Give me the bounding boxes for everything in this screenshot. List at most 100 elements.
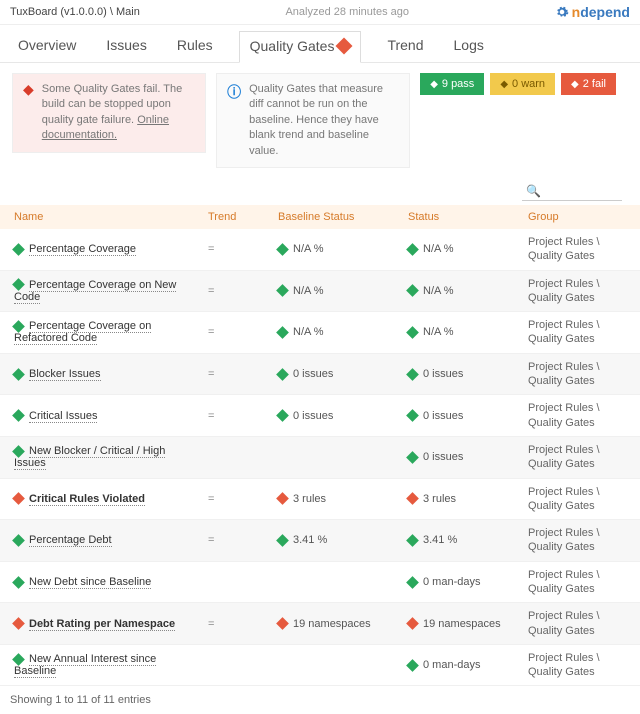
fail-banner: ◆ Some Quality Gates fail. The build can… [12,73,206,153]
gear-icon [555,5,569,19]
status-diamond-icon [276,285,289,298]
breadcrumb[interactable]: TuxBoard (v1.0.0.0) \ Main [10,6,140,18]
status-diamond-icon [406,451,419,464]
col-baseline[interactable]: Baseline Status [270,205,400,229]
status-diamond-icon [406,576,419,589]
gate-name-link[interactable]: Blocker Issues [29,368,101,381]
trend-cell [200,561,270,603]
status-diamond-icon [276,243,289,256]
group-cell[interactable]: Project Rules \ Quality Gates [520,436,640,478]
col-name[interactable]: Name [0,205,200,229]
status-diamond-icon [276,409,289,422]
baseline-cell [270,644,400,686]
trend-cell: = [200,312,270,354]
row-diamond-icon [12,409,25,422]
fail-badge-icon [336,38,353,55]
banner-row: ◆ Some Quality Gates fail. The build can… [0,63,640,178]
group-cell[interactable]: Project Rules \ Quality Gates [520,603,640,645]
row-diamond-icon [12,493,25,506]
search-row: 🔍 [0,178,640,205]
warn-diamond-icon: ◆ [500,79,508,90]
group-cell[interactable]: Project Rules \ Quality Gates [520,312,640,354]
baseline-cell [270,561,400,603]
gate-name-link[interactable]: Critical Rules Violated [29,493,145,506]
table-footer: Showing 1 to 11 of 11 entries [0,686,640,714]
trend-cell [200,436,270,478]
status-diamond-icon [406,534,419,547]
group-cell[interactable]: Project Rules \ Quality Gates [520,644,640,686]
chip-fail[interactable]: ◆ 2 fail [561,73,616,95]
tab-rules[interactable]: Rules [173,31,217,62]
table-row: Percentage Coverage on Refactored Code=N… [0,312,640,354]
logo-rest: depend [580,4,630,20]
table-row: Blocker Issues=0 issues0 issuesProject R… [0,353,640,395]
quality-gates-table: Name Trend Baseline Status Status Group … [0,205,640,687]
baseline-cell: 19 namespaces [270,603,400,645]
table-row: Percentage Coverage on New Code=N/A %N/A… [0,270,640,312]
trend-cell: = [200,603,270,645]
row-diamond-icon [12,320,25,333]
gate-name-link[interactable]: Percentage Coverage [29,243,136,256]
status-diamond-icon [406,659,419,672]
fail-diamond-icon: ◆ [571,79,579,90]
tab-overview[interactable]: Overview [14,31,80,62]
gate-name-link[interactable]: New Debt since Baseline [29,576,151,589]
row-diamond-icon [12,576,25,589]
col-group[interactable]: Group [520,205,640,229]
group-cell[interactable]: Project Rules \ Quality Gates [520,353,640,395]
search-icon: 🔍 [526,184,541,198]
tab-logs[interactable]: Logs [450,31,488,62]
trend-cell: = [200,270,270,312]
fail-diamond-icon: ◆ [23,82,34,96]
gate-name-link[interactable]: New Blocker / Critical / High Issues [14,445,165,470]
gate-name-link[interactable]: Percentage Coverage on Refactored Code [14,320,151,345]
gate-name-link[interactable]: Percentage Coverage on New Code [14,279,176,304]
summary-chips: ◆ 9 pass ◆ 0 warn ◆ 2 fail [420,73,628,95]
group-cell[interactable]: Project Rules \ Quality Gates [520,478,640,520]
chip-warn-label: 0 warn [512,78,545,90]
group-cell[interactable]: Project Rules \ Quality Gates [520,520,640,562]
baseline-cell: N/A % [270,229,400,270]
ndepend-logo[interactable]: ndepend [555,4,630,20]
status-diamond-icon [406,493,419,506]
group-cell[interactable]: Project Rules \ Quality Gates [520,270,640,312]
baseline-cell: 3 rules [270,478,400,520]
chip-fail-label: 2 fail [583,78,606,90]
trend-cell [200,644,270,686]
tab-trend[interactable]: Trend [383,31,427,62]
row-diamond-icon [12,445,25,458]
gate-name-link[interactable]: Critical Issues [29,410,97,423]
search-input[interactable]: 🔍 [522,182,622,201]
status-diamond-icon [276,493,289,506]
tab-quality-gates-label: Quality Gates [250,38,335,54]
group-cell[interactable]: Project Rules \ Quality Gates [520,229,640,270]
status-cell: 0 issues [400,395,520,437]
status-cell: 0 man-days [400,561,520,603]
col-status[interactable]: Status [400,205,520,229]
chip-pass[interactable]: ◆ 9 pass [420,73,484,95]
status-cell: 19 namespaces [400,603,520,645]
tab-issues[interactable]: Issues [102,31,150,62]
baseline-cell [270,436,400,478]
gate-name-link[interactable]: Debt Rating per Namespace [29,618,175,631]
chip-warn[interactable]: ◆ 0 warn [490,73,555,95]
group-cell[interactable]: Project Rules \ Quality Gates [520,395,640,437]
chip-pass-label: 9 pass [442,78,474,90]
row-diamond-icon [12,279,25,292]
baseline-cell: N/A % [270,312,400,354]
row-diamond-icon [12,534,25,547]
analyzed-time: Analyzed 28 minutes ago [285,6,409,18]
group-cell[interactable]: Project Rules \ Quality Gates [520,561,640,603]
trend-cell: = [200,395,270,437]
trend-cell: = [200,478,270,520]
gate-name-link[interactable]: Percentage Debt [29,534,112,547]
col-trend[interactable]: Trend [200,205,270,229]
row-diamond-icon [12,653,25,666]
tab-quality-gates[interactable]: Quality Gates [239,31,362,63]
status-diamond-icon [406,368,419,381]
pass-diamond-icon: ◆ [430,79,438,90]
gate-name-link[interactable]: New Annual Interest since Baseline [14,653,156,678]
logo-n: n [572,4,581,20]
status-cell: 0 man-days [400,644,520,686]
status-cell: N/A % [400,312,520,354]
